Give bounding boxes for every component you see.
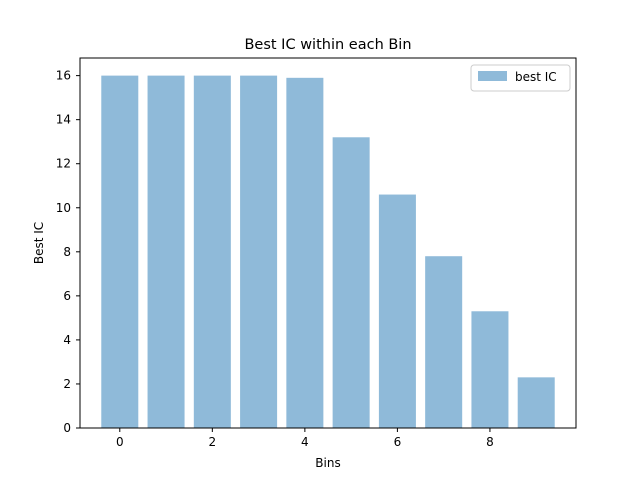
x-tick-label: 6 — [394, 435, 402, 449]
y-tick-label: 8 — [63, 245, 71, 259]
y-tick-label: 14 — [56, 113, 71, 127]
bar-bin-8 — [471, 311, 509, 428]
bar-bin-6 — [378, 194, 416, 428]
bar-bin-2 — [193, 75, 231, 428]
bar-bin-3 — [240, 75, 278, 428]
x-tick-label: 4 — [301, 435, 309, 449]
y-axis-ticks: 0 2 4 6 8 10 12 14 16 — [56, 69, 80, 435]
bar-bin-9 — [517, 377, 555, 428]
y-tick-label: 0 — [63, 421, 71, 435]
x-tick-label: 0 — [116, 435, 124, 449]
y-tick-label: 10 — [56, 201, 71, 215]
bar-bin-0 — [101, 75, 139, 428]
legend: best IC — [470, 64, 571, 92]
y-tick-label: 16 — [56, 69, 71, 83]
y-tick-label: 12 — [56, 157, 71, 171]
x-tick-label: 8 — [486, 435, 494, 449]
x-tick-label: 2 — [209, 435, 217, 449]
x-axis-label: Bins — [315, 456, 340, 470]
legend-swatch — [478, 71, 507, 81]
legend-label: best IC — [515, 70, 557, 84]
y-tick-label: 6 — [63, 289, 71, 303]
y-tick-label: 2 — [63, 377, 71, 391]
y-axis-label: Best IC — [32, 222, 46, 264]
x-axis-ticks: 0 2 4 6 8 — [116, 428, 494, 449]
bar-bin-1 — [147, 75, 185, 428]
bars-layer — [101, 75, 555, 429]
bar-bin-5 — [332, 137, 370, 429]
chart-title: Best IC within each Bin — [244, 37, 411, 53]
y-tick-label: 4 — [63, 333, 71, 347]
bar-bin-4 — [286, 77, 324, 429]
plot-area-frame — [79, 57, 577, 429]
bar-bin-7 — [425, 256, 463, 428]
